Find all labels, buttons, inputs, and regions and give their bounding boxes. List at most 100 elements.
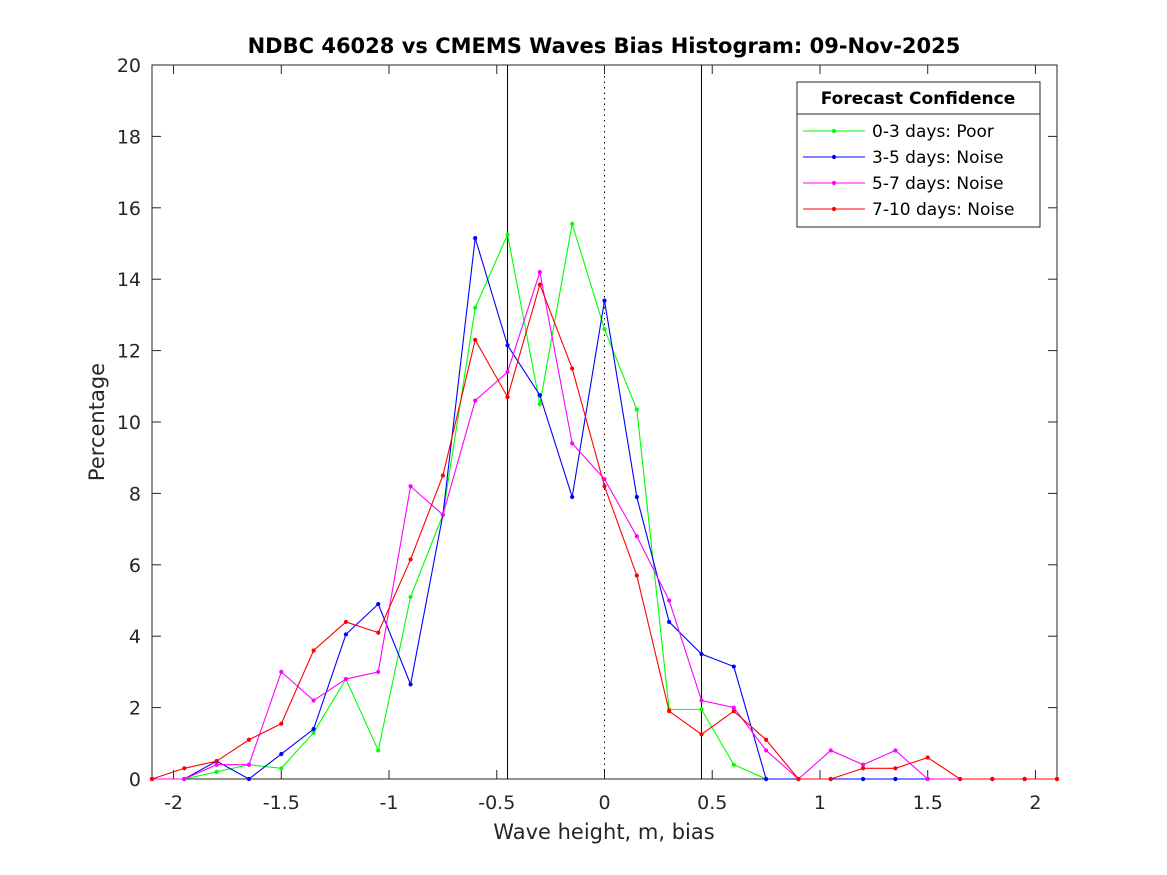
legend-label: 3-5 days: Noise [872,148,1004,168]
data-point [408,484,413,489]
y-axis-label: Percentage [85,363,109,481]
data-point [1054,776,1060,782]
x-tick-label: -1 [380,792,399,814]
data-point [699,651,704,657]
data-point [408,594,413,600]
y-tick-labels: 0 2 4 6 8 10 12 14 16 18 20 [117,55,141,791]
data-point [925,776,930,782]
data-point [667,598,672,603]
data-point [570,494,575,500]
legend-swatch-marker [831,128,837,134]
data-point [731,664,736,669]
data-point [925,755,930,760]
x-axis-label: Wave height, m, bias [493,820,714,844]
data-point [311,726,316,732]
data-point [570,221,575,226]
data-point [279,721,284,726]
data-point [860,762,866,767]
data-point [537,402,542,407]
data-point [246,737,252,742]
data-point [828,748,833,753]
reference-lines [507,65,702,779]
y-tick-label: 0 [129,769,141,791]
data-point [828,776,833,782]
x-tick-label: 0 [598,792,610,814]
data-point [570,366,575,371]
data-point [505,394,510,400]
data-point [343,632,349,637]
data-point [408,557,413,562]
y-tick-label: 8 [129,483,141,505]
legend-swatch-marker [831,180,837,186]
legend-label: 5-7 days: Noise [872,174,1004,194]
data-point [343,676,349,682]
data-point [796,776,801,782]
data-point [182,766,187,771]
data-point [376,669,381,675]
x-tick-label: 1 [814,792,826,814]
data-point [764,748,769,753]
data-point [473,305,478,310]
data-point [602,477,607,482]
data-point [764,776,769,782]
data-point [279,669,284,675]
legend-box [796,81,1041,228]
legend-title: Forecast Confidence [821,89,1016,109]
y-tick-label: 12 [117,341,141,363]
data-point [376,748,381,753]
y-tick-label: 2 [129,698,141,720]
data-point [893,776,898,782]
legend-label: 0-3 days: Poor [872,122,994,142]
x-tick-labels: -2 -1.5 -1 -0.5 0 0.5 1 1.5 2 [164,792,1041,814]
data-point [634,534,639,539]
data-point [1022,776,1027,782]
data-point [440,512,445,517]
data-point [699,707,704,712]
legend: Forecast Confidence 0-3 days: Poor 3-5 da… [796,81,1041,228]
data-point [731,709,736,714]
data-point [537,393,542,398]
data-point [990,776,995,782]
legend-label: 7-10 days: Noise [872,200,1014,220]
data-point [667,709,672,714]
data-point [246,776,252,782]
x-tick-label: -1.5 [263,792,300,814]
data-point [376,630,381,635]
data-point [634,573,639,578]
data-point [408,682,413,687]
data-point [634,494,639,500]
data-point [537,269,542,275]
x-tick-label: 2 [1029,792,1041,814]
y-tick-label: 16 [117,198,141,220]
data-point [182,776,187,782]
data-point [473,398,478,403]
y-tick-label: 14 [117,269,141,291]
data-point [634,407,639,412]
axis-ticks [152,64,1057,780]
data-point [246,762,252,767]
data-point [602,327,607,332]
x-tick-label: -2 [164,792,183,814]
data-point [699,732,704,737]
data-point [505,369,510,375]
x-tick-label: -0.5 [478,792,515,814]
data-point [667,619,672,625]
y-tick-label: 6 [129,555,141,577]
data-point [602,298,607,303]
y-tick-label: 4 [129,626,141,648]
data-point [311,730,316,735]
data-point [731,762,736,767]
data-point [311,698,316,703]
data-point [893,748,898,753]
data-point [376,601,381,607]
legend-entries: 0-3 days: Poor 3-5 days: Noise 5-7 days: N… [803,122,1014,220]
series-3 [149,282,1060,782]
x-tick-label: 1.5 [913,792,943,814]
legend-swatch-marker [831,206,837,212]
data-point [860,766,866,771]
y-tick-label: 18 [117,126,141,148]
x-tick-label: 0.5 [697,792,727,814]
data-point [473,337,478,342]
legend-swatch-marker [831,154,837,160]
